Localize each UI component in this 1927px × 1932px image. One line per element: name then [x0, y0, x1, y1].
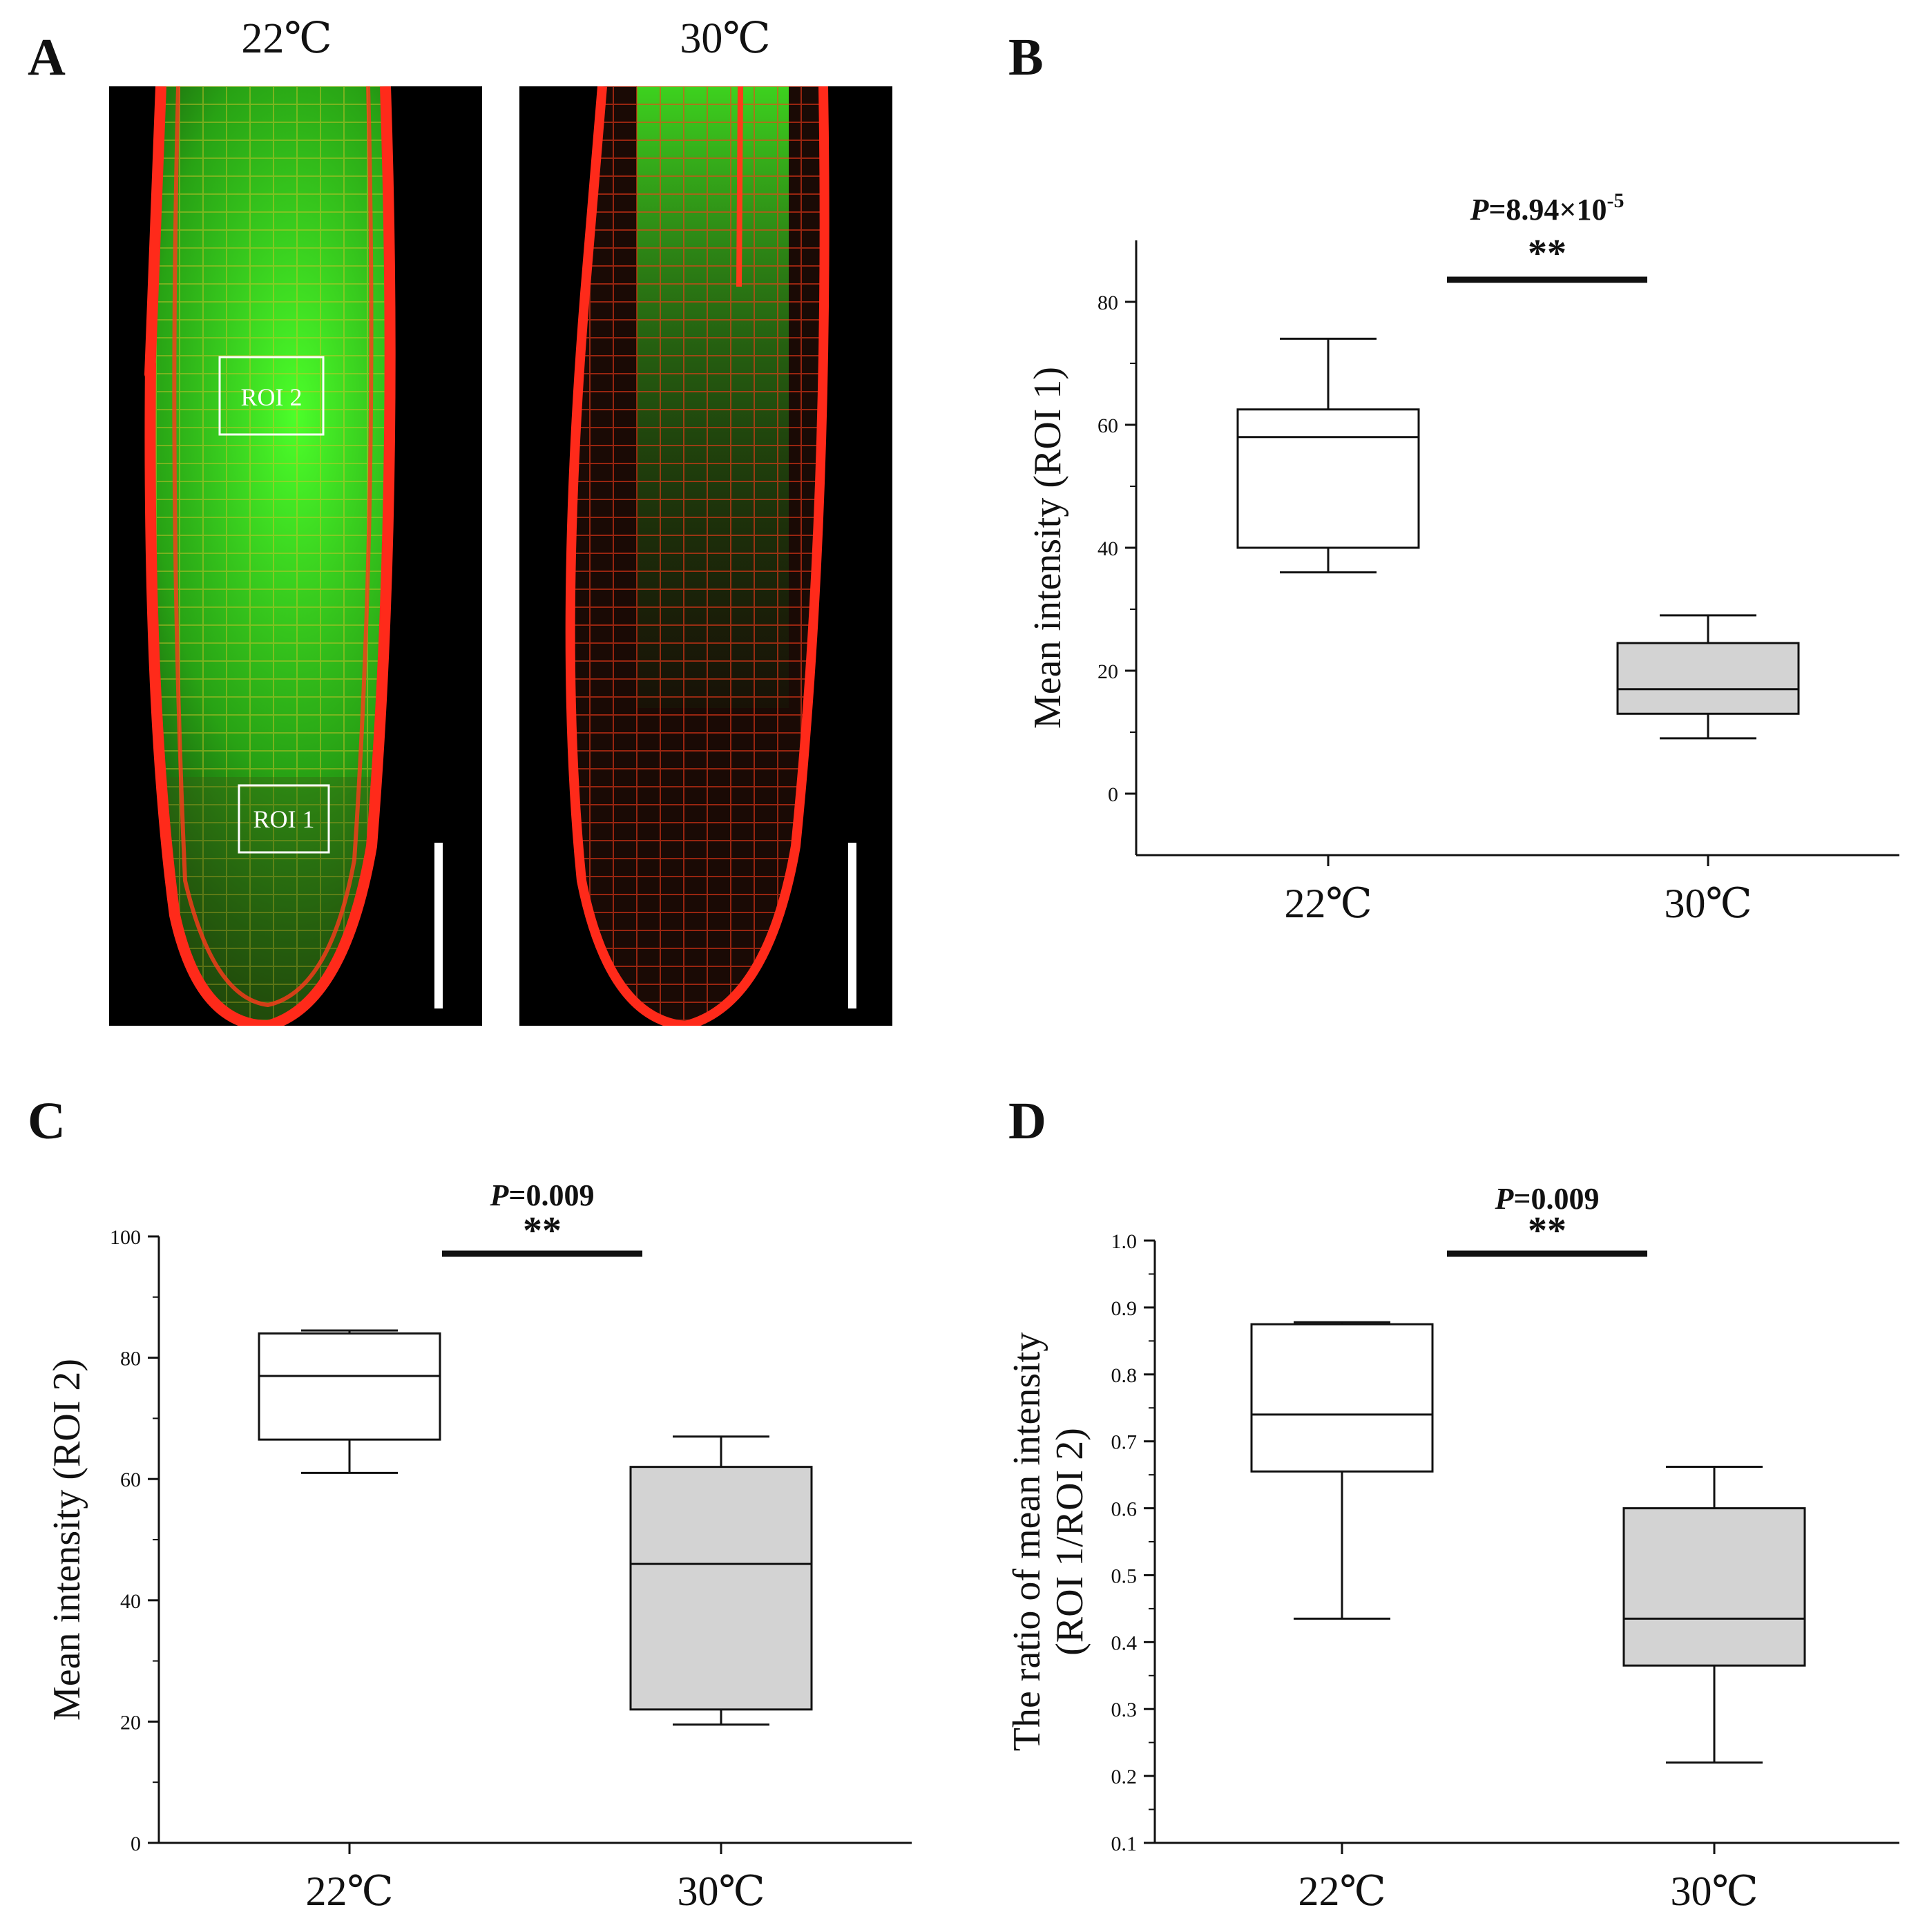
box-22	[258, 1329, 441, 1474]
y-tick-label: 0.4	[1111, 1632, 1138, 1654]
y-tick-label: 40	[120, 1590, 141, 1613]
p-value-label: P=0.009	[490, 1178, 595, 1212]
y-tick-label: 60	[1097, 414, 1118, 437]
significance-annotation: P=0.009**	[1447, 1182, 1647, 1257]
y-tick-label: 0.5	[1111, 1565, 1138, 1587]
chart-panel-c: 0 20 40 60 80 100 22℃ 30℃ Mean intensity (ROI 2)…	[46, 1178, 912, 1914]
y-tick-label: 0.6	[1111, 1498, 1138, 1521]
y-tick-label: 60	[120, 1469, 141, 1491]
micrograph-30	[519, 86, 892, 1026]
box-30	[1622, 1465, 1806, 1764]
box-22	[1250, 1321, 1434, 1620]
y-tick-label: 0.2	[1111, 1766, 1138, 1788]
y-tick-label: 80	[1097, 291, 1118, 314]
y-tick-label: 20	[1097, 660, 1118, 683]
x-tick-label: 30℃	[1670, 1868, 1758, 1914]
box-iqr	[1236, 408, 1420, 549]
micrograph-22-image: ROI 2 ROI 1	[109, 86, 482, 1026]
y-tick-label: 0	[1108, 783, 1118, 806]
panel-label-a: A	[28, 28, 66, 86]
x-tick-label: 30℃	[1664, 881, 1752, 926]
y-tick-label: 100	[110, 1226, 141, 1249]
x-tick-label: 22℃	[1284, 881, 1372, 926]
scale-bar-30	[848, 843, 856, 1008]
significance-annotation: P=8.94×10-5 **	[1447, 189, 1647, 283]
y-tick-label: 0.8	[1111, 1364, 1138, 1387]
y-tick-label: 0.7	[1111, 1431, 1138, 1454]
y-axis-label-line2: (ROI 1/ROI 2)	[1048, 1428, 1091, 1656]
x-tick-label: 22℃	[1298, 1868, 1386, 1914]
y-tick-label: 1.0	[1111, 1230, 1138, 1253]
micrograph-22: ROI 2 ROI 1	[109, 86, 482, 1026]
y-tick-label: 0	[131, 1833, 141, 1855]
p-value-label: P=8.94×10-5	[1469, 189, 1624, 227]
panel-label-c: C	[28, 1092, 66, 1150]
micrograph-30-image	[519, 86, 892, 1026]
chart-panel-b: 0 20 40 60 80 22℃ 30℃ Mean intensity (ROI 1) P=8…	[1026, 189, 1899, 926]
significance-stars: **	[1528, 1209, 1566, 1252]
panel-label-b: B	[1008, 28, 1044, 86]
y-axis-label-line1: The ratio of mean intensity	[1006, 1332, 1048, 1751]
significance-stars: **	[1528, 232, 1566, 275]
scale-bar-22	[434, 843, 443, 1008]
y-tick-label: 0.9	[1111, 1297, 1138, 1320]
y-tick-label: 40	[1097, 537, 1118, 560]
panel-label-d: D	[1008, 1092, 1046, 1150]
box-iqr	[1622, 1507, 1806, 1667]
y-tick-label: 0.1	[1111, 1833, 1138, 1855]
box-30	[629, 1435, 813, 1726]
box-iqr	[629, 1466, 813, 1711]
y-axis-label: Mean intensity (ROI 1)	[1026, 367, 1069, 729]
y-tick-label: 0.3	[1111, 1699, 1138, 1721]
box-iqr	[258, 1332, 441, 1441]
roi1-box-22	[238, 784, 330, 854]
roi2-label: ROI 2	[241, 383, 303, 411]
chart-panel-d: 0.1 0.2 0.3 0.4 0.5 0.6 0.7 0.8 0.9 1.0 22℃ 30℃ The …	[1006, 1182, 1899, 1914]
roi2-box-22	[218, 356, 325, 436]
x-tick-label: 30℃	[677, 1868, 765, 1914]
box-30	[1616, 614, 1800, 740]
y-tick-label: 20	[120, 1711, 141, 1734]
significance-annotation: P=0.009**	[442, 1178, 642, 1257]
significance-stars: **	[523, 1209, 562, 1252]
y-tick-label: 80	[120, 1348, 141, 1370]
y-axis-label: Mean intensity (ROI 2)	[46, 1359, 88, 1721]
roi1-label: ROI 1	[253, 805, 315, 833]
micrograph-title-30: 30℃	[680, 15, 771, 62]
box-22	[1236, 337, 1420, 574]
micrograph-title-22: 22℃	[241, 15, 332, 62]
box-iqr	[1250, 1323, 1434, 1473]
x-tick-label: 22℃	[305, 1868, 393, 1914]
box-iqr	[1616, 642, 1800, 715]
p-value-label: P=0.009	[1495, 1182, 1600, 1216]
